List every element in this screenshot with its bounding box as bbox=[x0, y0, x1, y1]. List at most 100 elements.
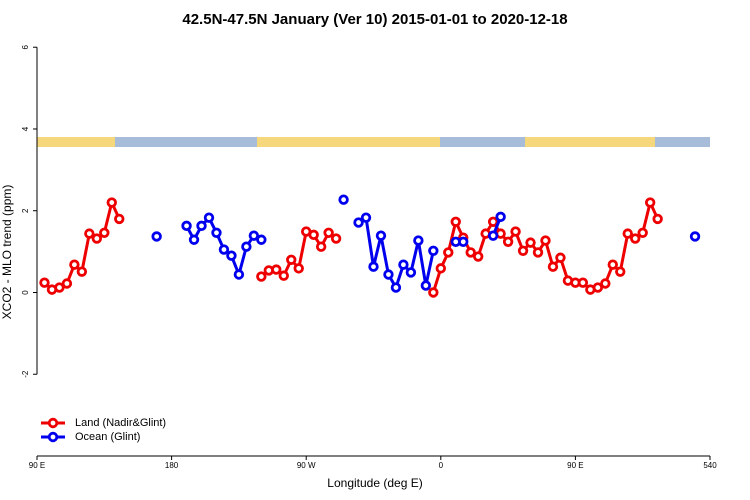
data-point bbox=[510, 226, 521, 237]
data-point bbox=[517, 245, 529, 256]
ocean-band bbox=[440, 137, 525, 147]
data-point bbox=[375, 230, 387, 241]
data-point bbox=[450, 216, 461, 227]
data-point bbox=[106, 197, 117, 208]
legend-label: Ocean (Glint) bbox=[75, 431, 140, 443]
data-point bbox=[308, 229, 319, 241]
data-point bbox=[458, 236, 469, 247]
data-point bbox=[338, 194, 349, 205]
ocean-band bbox=[115, 137, 257, 147]
data-point bbox=[54, 282, 65, 293]
data-point bbox=[689, 231, 701, 242]
data-point bbox=[256, 234, 267, 245]
data-point bbox=[525, 237, 536, 248]
x-axis-label: Longitude (deg E) bbox=[327, 476, 422, 490]
data-point bbox=[226, 250, 237, 261]
data-point bbox=[420, 280, 432, 291]
x-tick-label: 90 E bbox=[567, 461, 583, 470]
data-point bbox=[196, 220, 207, 232]
data-point bbox=[472, 251, 484, 262]
x-tick-label: 540 bbox=[703, 461, 717, 470]
data-point bbox=[540, 235, 551, 246]
data-point bbox=[233, 269, 245, 280]
legend: Land (Nadir&Glint) Ocean (Glint) bbox=[41, 417, 166, 443]
chart-title: 42.5N-47.5N January (Ver 10) 2015-01-01 … bbox=[182, 11, 567, 28]
data-point bbox=[652, 213, 663, 225]
data-point bbox=[435, 263, 446, 274]
data-point bbox=[607, 259, 618, 270]
data-point bbox=[615, 266, 626, 277]
x-tick-label: 0 bbox=[439, 461, 444, 470]
data-point bbox=[592, 282, 604, 293]
data-point bbox=[360, 212, 372, 223]
data-point bbox=[151, 231, 162, 242]
data-point bbox=[637, 227, 648, 239]
x-tick-label: 90 W bbox=[297, 461, 316, 470]
data-point bbox=[99, 227, 110, 239]
data-point bbox=[368, 261, 379, 272]
data-point bbox=[286, 254, 297, 265]
data-point bbox=[91, 233, 103, 244]
series bbox=[39, 197, 663, 298]
y-tick-label: -2 bbox=[21, 370, 30, 378]
legend-label: Land (Nadir&Glint) bbox=[75, 417, 166, 429]
data-point bbox=[555, 252, 566, 263]
data-point bbox=[644, 197, 656, 208]
data-point bbox=[211, 227, 222, 239]
y-tick-label: 0 bbox=[21, 290, 30, 295]
data-point bbox=[495, 211, 506, 223]
data-point bbox=[218, 244, 230, 255]
data-point bbox=[278, 270, 289, 281]
data-point bbox=[181, 220, 192, 232]
data-point bbox=[353, 217, 364, 228]
data-point bbox=[61, 278, 73, 289]
y-tick-label: 2 bbox=[21, 208, 30, 213]
data-point bbox=[398, 259, 409, 270]
data-point bbox=[84, 228, 95, 239]
land-band bbox=[525, 137, 655, 147]
x-tick-label: 90 E bbox=[29, 461, 45, 470]
data-point bbox=[532, 247, 544, 258]
surface-band bbox=[37, 137, 710, 147]
data-point bbox=[114, 213, 125, 225]
x-tick-label: 180 bbox=[165, 461, 179, 470]
y-tick-label: 4 bbox=[21, 126, 30, 131]
y-tick-label: 6 bbox=[21, 44, 30, 49]
series bbox=[151, 194, 701, 293]
data-point bbox=[600, 278, 611, 289]
data-point bbox=[330, 233, 342, 244]
data-point bbox=[487, 230, 499, 241]
data-point bbox=[577, 277, 589, 288]
legend-marker bbox=[47, 417, 59, 429]
data-point bbox=[428, 245, 439, 256]
ocean-band bbox=[655, 137, 710, 147]
data-point bbox=[76, 266, 88, 277]
data-point bbox=[428, 287, 439, 298]
data-point bbox=[69, 259, 80, 270]
data-point bbox=[502, 236, 514, 247]
data-point bbox=[293, 263, 304, 274]
data-point bbox=[248, 230, 260, 241]
data-point bbox=[390, 282, 402, 293]
data-point bbox=[630, 233, 641, 244]
data-point bbox=[271, 264, 282, 275]
data-point bbox=[413, 235, 424, 246]
legend-marker bbox=[47, 431, 59, 443]
data-point bbox=[39, 277, 50, 288]
data-point bbox=[188, 234, 200, 245]
land-band bbox=[37, 137, 115, 147]
data-point bbox=[443, 247, 454, 258]
data-point bbox=[203, 212, 215, 223]
data-point bbox=[405, 267, 417, 278]
data-point bbox=[487, 216, 499, 227]
data-point bbox=[256, 271, 267, 282]
land-band bbox=[257, 137, 440, 147]
y-axis-label: XCO2 - MLO trend (ppm) bbox=[0, 185, 14, 320]
data-point bbox=[465, 247, 476, 258]
data-point bbox=[622, 228, 633, 239]
data-point bbox=[323, 227, 334, 239]
data-point bbox=[547, 261, 559, 272]
data-point bbox=[241, 241, 252, 252]
data-point bbox=[383, 269, 394, 280]
